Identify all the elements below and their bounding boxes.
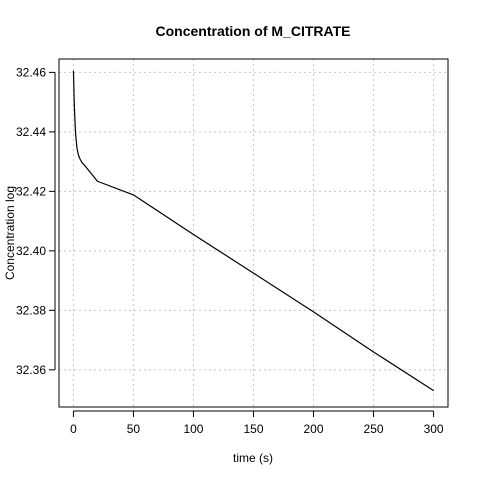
x-tick-label: 50	[127, 422, 141, 436]
plot-frame	[58, 58, 449, 408]
x-tick-label: 300	[424, 422, 444, 436]
y-tick-label: 32.40	[16, 244, 46, 258]
x-tick-label: 150	[243, 422, 263, 436]
y-tick-label: 32.44	[16, 125, 46, 139]
x-axis: 0 50 100 150 200 250 300	[70, 410, 444, 436]
y-tick-label: 32.36	[16, 363, 46, 377]
x-axis-label: time (s)	[233, 451, 273, 465]
gridlines	[59, 59, 448, 407]
y-tick-label: 32.42	[16, 184, 46, 198]
y-tick-label: 32.38	[16, 303, 46, 317]
x-tick-label: 200	[304, 422, 324, 436]
chart-title: Concentration of M_CITRATE	[156, 23, 351, 39]
y-axis-label: Concentration log	[3, 186, 17, 280]
y-tick-label: 32.46	[16, 65, 46, 79]
x-tick-label: 250	[364, 422, 384, 436]
plot-lines	[72, 70, 434, 392]
y-axis: 32.36 32.38 32.40 32.42 32.44 32.46	[16, 65, 56, 377]
x-tick-label: 0	[70, 422, 77, 436]
x-tick-label: 100	[183, 422, 203, 436]
series-line	[72, 70, 434, 392]
